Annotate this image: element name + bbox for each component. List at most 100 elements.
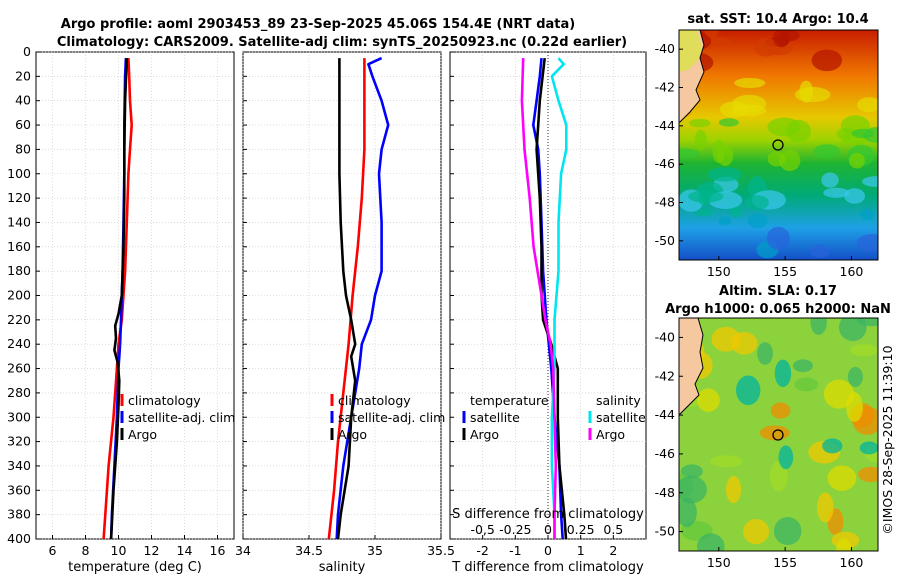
depth-tick-label: 20: [15, 68, 31, 83]
sla-map-title-line1: Altim. SLA: 0.17: [719, 284, 837, 299]
map-y-tick-label: -50: [655, 233, 675, 248]
s-tick-label: -0,5: [470, 522, 494, 537]
salinity-xlabel: salinity: [319, 560, 366, 575]
sst-map-title: sat. SST: 10.4 Argo: 10.4: [687, 12, 868, 27]
series-line-s-satellite: [550, 57, 568, 539]
x-tick-label: 8: [82, 543, 90, 558]
depth-tick-label: 120: [7, 190, 31, 205]
map-y-tick-label: -42: [655, 80, 675, 95]
map-x-tick-label: 160: [840, 555, 864, 570]
title-line1: Argo profile: aoml 2903453_89 23-Sep-202…: [61, 17, 575, 32]
temperature-legend: climatology satellite-adj. clim Argo: [120, 393, 235, 442]
map-x-tick-label: 150: [707, 555, 731, 570]
map-x-tick-label: 160: [840, 264, 864, 279]
depth-tick-label: 220: [7, 312, 31, 327]
map-x-tick-label: 155: [773, 264, 797, 279]
map-y-tick-label: -48: [655, 195, 675, 210]
map-y-tick-label: -44: [655, 407, 675, 422]
map-y-tick-label: -42: [655, 368, 675, 383]
depth-tick-label: 240: [7, 336, 31, 351]
difference-legend: temperature satellite Argo salinity sate…: [462, 393, 646, 442]
legend-t-argo: Argo: [470, 427, 499, 442]
map-x-tick-label: 150: [707, 264, 731, 279]
map-y-tick-label: -50: [655, 524, 675, 539]
map-y-tick-label: -46: [655, 446, 675, 461]
depth-tick-label: 200: [7, 288, 31, 303]
sla-map: [679, 318, 878, 551]
legend-satellite: satellite-adj. clim: [128, 410, 235, 425]
depth-tick-label: 180: [7, 263, 31, 278]
legend-temperature-heading: temperature: [470, 393, 549, 408]
depth-tick-label: 100: [7, 166, 31, 181]
x-tick-label: 2: [609, 543, 617, 558]
map-y-tick-label: -40: [655, 41, 675, 56]
difference-plot: -2 -1 0 1 2 -0,5 -0.25 0 0.25 0.5: [450, 51, 646, 558]
x-tick-label: 34: [235, 543, 251, 558]
series-line-argo: [109, 58, 129, 539]
difference-xlabel: T difference from climatology: [451, 560, 644, 575]
depth-tick-label: 380: [7, 507, 31, 522]
depth-tick-label: 60: [15, 117, 31, 132]
land-tasmania: [679, 318, 704, 415]
sst-map: [679, 30, 878, 260]
temperature-plot: 6 8 10 12 14 16: [36, 51, 234, 558]
depth-tick-label: 140: [7, 214, 31, 229]
sla-argo-marker: [772, 429, 784, 441]
depth-tick-label: 400: [7, 531, 31, 546]
x-tick-label: 6: [49, 543, 57, 558]
sla-map-axes: 150 155 160 -40 -42 -44 -46 -48 -50: [655, 329, 864, 570]
legend-salinity-heading: salinity: [596, 393, 641, 408]
x-tick-label: 12: [144, 543, 160, 558]
series-line-climatology: [102, 58, 133, 539]
map-y-tick-label: -48: [655, 485, 675, 500]
s-tick-label: -0.25: [499, 522, 531, 537]
x-tick-label: 16: [210, 543, 226, 558]
depth-tick-label: 160: [7, 239, 31, 254]
x-tick-label: -2: [476, 543, 488, 558]
series-line-satellite-adj-clim: [335, 56, 390, 539]
series-line-t-argo: [535, 57, 568, 539]
x-tick-label: 10: [111, 543, 127, 558]
map-y-tick-label: -44: [655, 118, 675, 133]
salinity-plot: 34 34.5 35 35.5: [235, 51, 455, 558]
legend-climatology: climatology: [338, 393, 411, 408]
map-y-tick-label: -46: [655, 156, 675, 171]
legend-t-satellite: satellite: [470, 410, 520, 425]
sst-argo-marker: [772, 139, 784, 151]
map-y-tick-label: -40: [655, 329, 675, 344]
depth-tick-label: 260: [7, 361, 31, 376]
depth-tick-label: 360: [7, 482, 31, 497]
depth-tick-label: 300: [7, 409, 31, 424]
depth-tick-label: 80: [15, 141, 31, 156]
series-line-s-argo: [520, 58, 558, 539]
sst-map-axes: 150 155 160 -40 -42 -44 -46 -48 -50: [655, 41, 864, 279]
depth-tick-label: 0: [23, 44, 31, 59]
x-tick-label: 35.5: [427, 543, 455, 558]
x-tick-label: 34.5: [295, 543, 323, 558]
sla-map-title-line2: Argo h1000: 0.065 h2000: NaN: [665, 302, 891, 317]
depth-axis: 0 20 40 60 80 100 120 140 160 180 200 220 240 260 280 3…: [7, 44, 31, 546]
x-tick-label: 1: [577, 543, 585, 558]
temperature-xlabel: temperature (deg C): [68, 560, 202, 575]
legend-s-satellite: satellite: [596, 410, 646, 425]
s-difference-label: S difference from climatology: [452, 507, 644, 522]
legend-satellite: satellite-adj. clim: [338, 410, 445, 425]
legend-climatology: climatology: [128, 393, 201, 408]
x-tick-label: 0: [544, 543, 552, 558]
legend-argo: Argo: [338, 427, 367, 442]
sla-map-frame: [678, 317, 879, 552]
depth-tick-label: 280: [7, 385, 31, 400]
series-line-climatology: [327, 58, 366, 539]
title-line2: Climatology: CARS2009. Satellite-adj cli…: [57, 35, 627, 50]
sst-map-frame: [678, 29, 879, 261]
map-x-tick-label: 155: [773, 555, 797, 570]
depth-tick-label: 320: [7, 434, 31, 449]
imos-credit: ©IMOS 28-Sep-2025 11:39:10: [880, 345, 895, 534]
x-tick-label: 14: [177, 543, 193, 558]
s-tick-label: 0: [544, 522, 552, 537]
series-line-argo: [336, 58, 357, 539]
depth-tick-label: 340: [7, 458, 31, 473]
depth-tick-label: 40: [15, 93, 31, 108]
x-tick-label: -1: [509, 543, 521, 558]
